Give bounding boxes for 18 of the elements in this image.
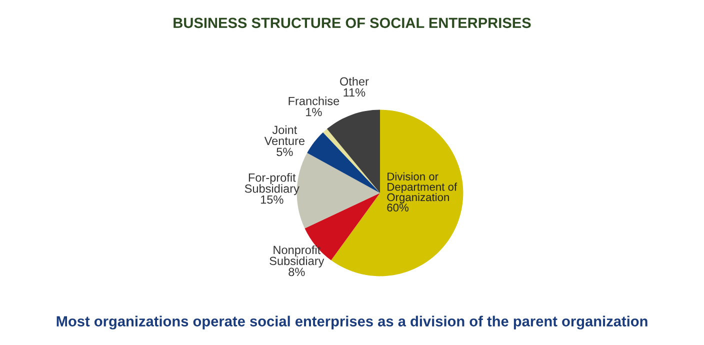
slice-label: Division or Department of Organization xyxy=(387,172,458,204)
slice-label: Franchise xyxy=(288,96,340,106)
slice-label: Other xyxy=(340,76,369,86)
data-label: 15% xyxy=(260,195,284,204)
pie-slice xyxy=(331,110,464,276)
slice-label: Joint Venture xyxy=(264,125,305,146)
slice-label: Nonprofit Subsidiary xyxy=(270,245,324,268)
data-label: 1% xyxy=(306,108,322,116)
data-label: 11% xyxy=(344,88,366,97)
chart-title: BUSINESS STRUCTURE OF SOCIAL ENTERPRISES xyxy=(174,18,531,28)
pie-slice xyxy=(307,132,380,193)
data-label: 5% xyxy=(276,148,293,156)
slice-label: For-profit Subsidiary xyxy=(244,173,300,196)
pie-slice xyxy=(326,110,380,193)
data-label: 60% xyxy=(387,204,408,212)
text: Most organizations operate social enterprises as a division of the parent organization xyxy=(56,316,648,330)
data-label: 8% xyxy=(288,268,305,276)
pie-slice xyxy=(323,128,380,193)
